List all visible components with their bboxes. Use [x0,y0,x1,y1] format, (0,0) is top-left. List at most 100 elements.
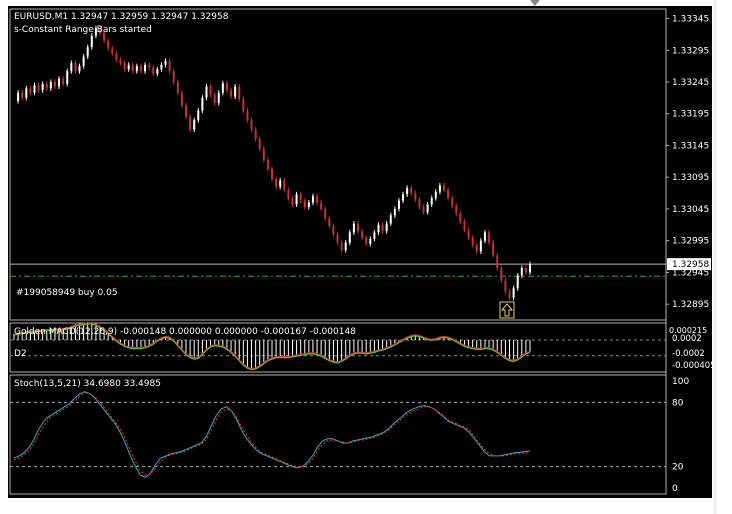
candle-body [49,81,52,89]
chart-background [8,6,714,498]
macd-signal-line [13,322,531,370]
candle-body [316,196,319,203]
candle-body [352,223,355,233]
macd-main-line [13,322,531,371]
candle-body [180,92,183,106]
candle-body [135,66,138,72]
buy-arrow-box [499,301,515,319]
candle-body [332,226,335,235]
candle-body [348,232,351,243]
candle-body [455,205,458,214]
candle-body [221,83,224,93]
candle-body [160,64,163,70]
candle-body [516,275,519,289]
candle-body [397,200,400,209]
candle-body [53,81,56,87]
candle-body [287,189,290,199]
macd-title: Golden MACD(12,26,9) -0.000148 0.000000 … [14,327,356,337]
candle-body [467,229,470,238]
candle-body [246,110,249,121]
price-tick-label: 1.33195 [672,110,709,120]
current-price-label: 1.32958 [672,260,709,270]
candle-body [430,198,433,205]
candle-body [488,232,491,243]
candle-body [250,120,253,130]
price-tick-label: 1.33095 [672,173,709,183]
candle-body [520,267,523,276]
macd-axis-top: 0.000215 [669,326,707,335]
price-tick-label: 1.32995 [672,237,709,247]
candle-body [37,85,40,91]
candle-body [529,264,531,273]
candle-body [496,255,499,268]
candle-body [381,224,384,232]
candle-body [127,64,130,70]
candle-body [418,199,421,208]
candle-body [402,194,405,201]
candle-body [156,69,159,74]
price-tick-label: 1.32895 [672,300,709,310]
candle-body [90,35,93,48]
candle-body [25,88,28,98]
candle-body [393,208,396,216]
candle-body [438,185,441,192]
candle-body [74,62,77,72]
candle-body [107,40,110,49]
candle-body [463,221,466,230]
candle-body [426,204,429,213]
stoch-main-line [13,391,531,478]
candle-body [258,139,261,149]
candle-body [45,83,48,89]
candle-body [447,189,450,199]
candle-body [103,33,106,41]
window-scroll-marker[interactable] [530,0,540,6]
candle-body [225,83,228,91]
candle-body [295,194,298,205]
main-chart-title: EURUSD,M1 1.32947 1.32959 1.32947 1.3295… [14,12,229,22]
candle-body [266,160,269,169]
candle-body [242,99,245,111]
candle-body [111,48,114,54]
candle-body [78,66,81,72]
candle-body [152,67,155,74]
candle-body [213,94,216,103]
candle-body [459,213,462,222]
candle-body [283,180,286,190]
candle-body [512,288,515,298]
candle-body [311,196,314,203]
candle-body [451,198,454,206]
candle-body [168,61,171,72]
candle-body [524,267,527,273]
candle-body [70,62,73,72]
candle-body [365,237,368,244]
candle-body [504,280,507,292]
stoch-tick-label: 80 [672,398,684,408]
candle-body [262,148,265,161]
stoch-tick-label: 100 [672,377,689,387]
stoch-tick-label: 0 [672,484,678,494]
candle-body [86,47,89,57]
candle-body [17,92,20,102]
candle-body [189,116,192,130]
macd-tick-label: 0.0002 [672,334,702,344]
candle-body [303,200,306,208]
candle-body [205,86,208,98]
order-label: #199058949 buy 0.05 [16,288,118,298]
price-tick-label: 1.33145 [672,141,709,151]
candle-body [58,78,61,87]
stoch-title: Stoch(13,5,21) 34.6980 33.4985 [14,379,161,389]
price-tick-label: 1.33245 [672,78,709,88]
candle-body [336,234,339,243]
candle-body [340,242,343,251]
candle-body [373,232,376,239]
status-text: s-Constant Range Bars started [14,25,152,35]
candle-body [234,86,237,97]
candle-body [434,191,437,199]
stoch-tick-label: 20 [672,463,684,473]
candle-body [41,83,44,91]
candle-body [406,187,409,195]
candle-body [414,193,417,200]
candle-body [291,198,294,205]
